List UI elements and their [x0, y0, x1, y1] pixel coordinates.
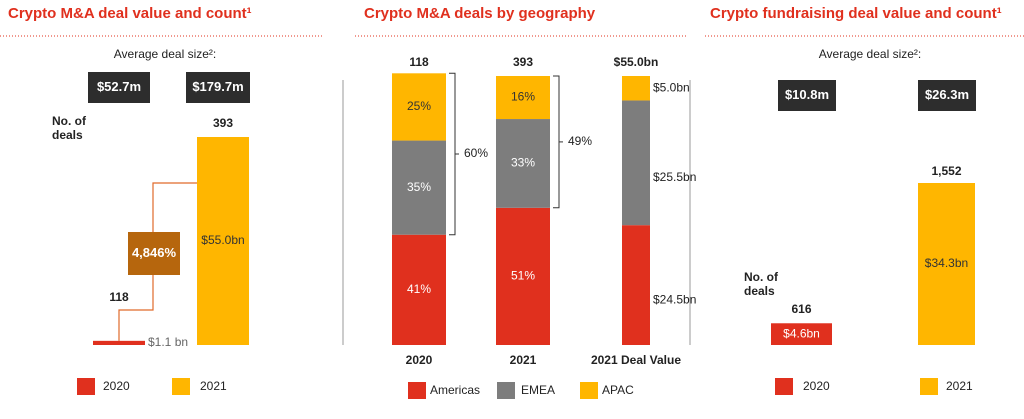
category-label: 2020 [406, 353, 433, 367]
bracket [449, 72, 456, 236]
segment-label: 35% [407, 180, 431, 194]
legend-swatch [408, 382, 426, 399]
segment-label: $25.5bn [653, 170, 696, 184]
legend-label: EMEA [521, 383, 555, 397]
segment-label: $5.0bn [653, 80, 690, 94]
value-label: $55.0bn [201, 233, 244, 247]
segment-label: 16% [511, 90, 535, 104]
legend-swatch [775, 378, 793, 395]
legend-swatch [497, 382, 515, 399]
category-label: 2021 Deal Value [591, 353, 681, 367]
category-label: 2021 [510, 353, 537, 367]
bar-segment [392, 234, 446, 345]
segment-label: 25% [407, 99, 431, 113]
value-label: $34.3bn [925, 256, 968, 270]
chart-title: Crypto fundraising deal value and count¹ [710, 5, 1002, 22]
total-label: $55.0bn [614, 55, 659, 69]
segment-label: 41% [407, 282, 431, 296]
bar-segment [622, 76, 650, 101]
count-label: 118 [109, 290, 129, 304]
growth-connector [118, 182, 197, 341]
count-axis-label: No. of deals [52, 114, 87, 142]
value-label: $1.1 bn [148, 335, 188, 349]
bar-segment [496, 207, 550, 345]
avg-deal-label: $26.3m [925, 87, 969, 102]
legend-label: 2021 [200, 379, 227, 393]
subtitle: Average deal size²: [114, 47, 217, 61]
bar-segment [496, 76, 550, 120]
legend-swatch [77, 378, 95, 395]
segment-label: $24.5bn [653, 292, 696, 306]
bracket [553, 75, 560, 209]
legend-swatch [172, 378, 190, 395]
growth-label: 4,846% [132, 245, 177, 260]
avg-deal-box [88, 72, 150, 103]
bar-segment [622, 100, 650, 226]
bar-segment [392, 73, 446, 141]
chart-title: Crypto M&A deal value and count¹ [8, 5, 252, 22]
segment-label: 51% [511, 269, 535, 283]
legend-label: 2021 [946, 379, 973, 393]
chart-title: Crypto M&A deals by geography [364, 5, 596, 22]
avg-deal-label: $179.7m [192, 79, 243, 94]
legend-swatch [920, 378, 938, 395]
legend-swatch [580, 382, 598, 399]
bar [918, 183, 975, 345]
subtitle: Average deal size²: [819, 47, 922, 61]
count-label: 393 [213, 116, 233, 130]
total-label: 393 [513, 55, 533, 69]
legend-label: APAC [602, 383, 634, 397]
legend-label: Americas [430, 383, 480, 397]
avg-deal-box [918, 80, 976, 111]
legend-label: 2020 [803, 379, 830, 393]
bar [771, 323, 832, 345]
value-label: $4.6bn [783, 326, 820, 340]
legend-label: 2020 [103, 379, 130, 393]
count-label: 616 [791, 302, 811, 316]
bar-segment [392, 140, 446, 235]
bar-segment [496, 119, 550, 208]
bracket-label: 60% [464, 146, 488, 160]
avg-deal-label: $10.8m [785, 87, 829, 102]
segment-label: 33% [511, 156, 535, 170]
bracket-label: 49% [568, 134, 592, 148]
total-label: 118 [409, 55, 429, 69]
bar-segment [622, 225, 650, 345]
avg-deal-label: $52.7m [97, 79, 141, 94]
bar [93, 340, 145, 345]
count-axis-label: No. of deals [744, 270, 779, 298]
avg-deal-box [778, 80, 836, 111]
count-label: 1,552 [931, 164, 961, 178]
avg-deal-box [186, 72, 250, 103]
bar [197, 137, 249, 345]
growth-box [128, 232, 180, 275]
